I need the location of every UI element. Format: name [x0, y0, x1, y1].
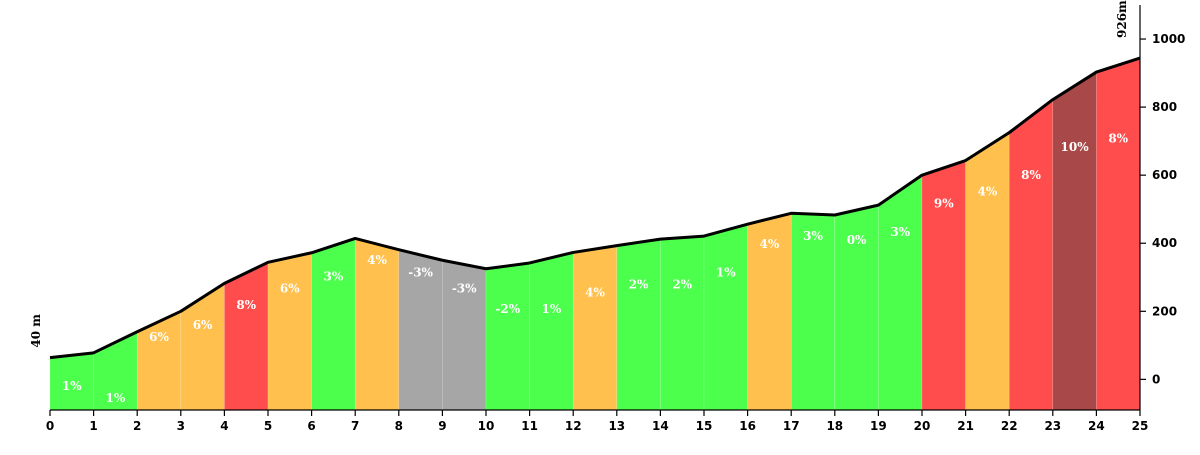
grade-label: 10% — [1061, 140, 1090, 154]
grade-label: 8% — [1021, 168, 1041, 182]
y-tick-label: 200 — [1152, 304, 1177, 318]
grade-label: -3% — [452, 282, 477, 296]
x-tick-label: 15 — [696, 419, 713, 433]
x-axis: 0 1 2 3 4 5 6 7 8 9 10 11 12 13 14 15 16 17 18 19 20 21 22 23 24… — [46, 409, 1149, 433]
grade-segment — [703, 223, 748, 411]
x-tick-label: 23 — [1044, 419, 1061, 433]
x-tick-label: 9 — [438, 419, 446, 433]
grade-label: 3% — [324, 269, 344, 283]
x-tick-label: 24 — [1088, 419, 1105, 433]
grade-segment — [180, 282, 225, 411]
grade-label: 0% — [847, 233, 867, 247]
y-tick-label: 600 — [1152, 168, 1177, 182]
y-tick-label: 1000 — [1152, 32, 1185, 46]
y-tick-label: 800 — [1152, 100, 1177, 114]
grade-label: 4% — [367, 253, 387, 267]
start-elevation-label: 40 m — [29, 314, 43, 348]
x-tick-label: 8 — [395, 419, 403, 433]
grade-segment — [136, 310, 182, 411]
grade-labels: 1% 1% 6% 6% 8% 6% 3% 4% -3% -3% -2% 1% 4% 2% 2% 1% 4% 3% 0… — [62, 132, 1129, 405]
end-elevation-label: 926m — [1115, 0, 1129, 38]
x-tick-label: 6 — [307, 419, 315, 433]
grade-label: 2% — [629, 278, 649, 292]
grade-label: 1% — [106, 391, 126, 405]
x-tick-label: 25 — [1132, 419, 1149, 433]
grade-segment — [660, 235, 705, 411]
grade-segment — [1052, 71, 1097, 411]
grade-label: -2% — [495, 302, 520, 316]
y-tick-label: 400 — [1152, 236, 1177, 250]
y-tick-label: 0 — [1152, 372, 1160, 386]
grade-label: 8% — [1108, 132, 1128, 146]
x-tick-label: 2 — [133, 419, 141, 433]
x-tick-label: 13 — [608, 419, 625, 433]
grade-label: 1% — [716, 265, 736, 279]
y-axis: 0 200 400 600 800 1000 — [1139, 5, 1185, 410]
grade-segment — [485, 262, 530, 411]
x-tick-label: 1 — [89, 419, 97, 433]
grade-label: 9% — [934, 197, 954, 211]
x-tick-label: 16 — [739, 419, 756, 433]
grade-label: 8% — [236, 298, 256, 312]
grade-segment — [572, 245, 618, 411]
x-tick-label: 14 — [652, 419, 669, 433]
x-tick-label: 0 — [46, 419, 54, 433]
x-tick-label: 7 — [351, 419, 359, 433]
grade-label: 6% — [193, 318, 213, 332]
grade-label: 2% — [672, 278, 692, 292]
grade-segment — [878, 174, 923, 411]
grade-label: 4% — [760, 237, 780, 251]
x-tick-label: 20 — [914, 419, 931, 433]
grade-label: 1% — [62, 379, 82, 393]
x-tick-label: 21 — [957, 419, 974, 433]
x-tick-label: 5 — [264, 419, 272, 433]
elevation-line — [49, 56, 1141, 360]
grade-segments — [49, 57, 1141, 411]
grade-label: 4% — [978, 184, 998, 198]
grade-label: -3% — [408, 265, 433, 279]
grade-segment — [965, 132, 1010, 411]
grade-label: 3% — [803, 229, 823, 243]
x-tick-label: 22 — [1001, 419, 1018, 433]
x-tick-label: 12 — [565, 419, 582, 433]
grade-label: 6% — [149, 330, 169, 344]
grade-segment — [267, 252, 312, 411]
x-tick-label: 19 — [870, 419, 887, 433]
grade-label: 1% — [542, 302, 562, 316]
elevation-profile-line — [49, 56, 1141, 360]
grade-segment — [1008, 99, 1054, 411]
grade-label: 6% — [280, 282, 300, 296]
grade-segment — [529, 252, 574, 411]
x-tick-label: 3 — [177, 419, 185, 433]
grade-label: 3% — [890, 225, 910, 239]
x-tick-label: 10 — [478, 419, 495, 433]
x-tick-label: 4 — [220, 419, 228, 433]
x-tick-label: 18 — [826, 419, 843, 433]
grade-segment — [1096, 57, 1141, 411]
x-tick-label: 17 — [783, 419, 800, 433]
grade-segment — [616, 238, 661, 411]
grade-segment — [311, 238, 356, 411]
grade-label: 4% — [585, 286, 605, 300]
grade-segment — [224, 261, 269, 411]
x-tick-label: 11 — [521, 419, 538, 433]
